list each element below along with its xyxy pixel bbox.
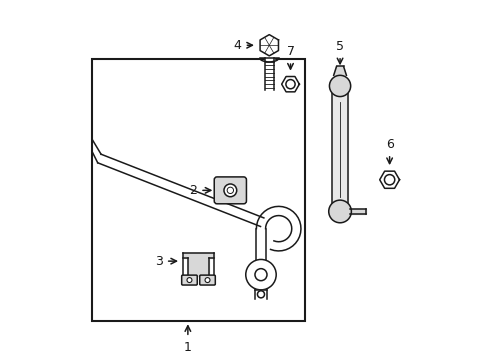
Text: 6: 6: [385, 138, 393, 151]
Text: 3: 3: [155, 255, 163, 267]
Polygon shape: [281, 77, 299, 92]
Circle shape: [245, 260, 276, 290]
Circle shape: [329, 75, 350, 96]
Polygon shape: [260, 35, 278, 56]
Text: 7: 7: [286, 45, 294, 58]
Circle shape: [328, 200, 351, 223]
Polygon shape: [379, 171, 399, 188]
Polygon shape: [183, 253, 214, 276]
Circle shape: [186, 278, 192, 283]
FancyBboxPatch shape: [182, 275, 197, 285]
Polygon shape: [254, 290, 266, 299]
FancyBboxPatch shape: [199, 275, 215, 285]
FancyBboxPatch shape: [214, 177, 246, 204]
Polygon shape: [264, 58, 273, 90]
Polygon shape: [333, 67, 346, 75]
Text: 5: 5: [335, 40, 344, 53]
Circle shape: [204, 278, 209, 283]
Circle shape: [224, 184, 236, 197]
Polygon shape: [331, 91, 347, 208]
Text: 4: 4: [233, 39, 241, 52]
Bar: [92, 59, 304, 321]
Text: 2: 2: [189, 184, 197, 197]
Text: 1: 1: [183, 341, 191, 354]
Polygon shape: [349, 208, 365, 214]
